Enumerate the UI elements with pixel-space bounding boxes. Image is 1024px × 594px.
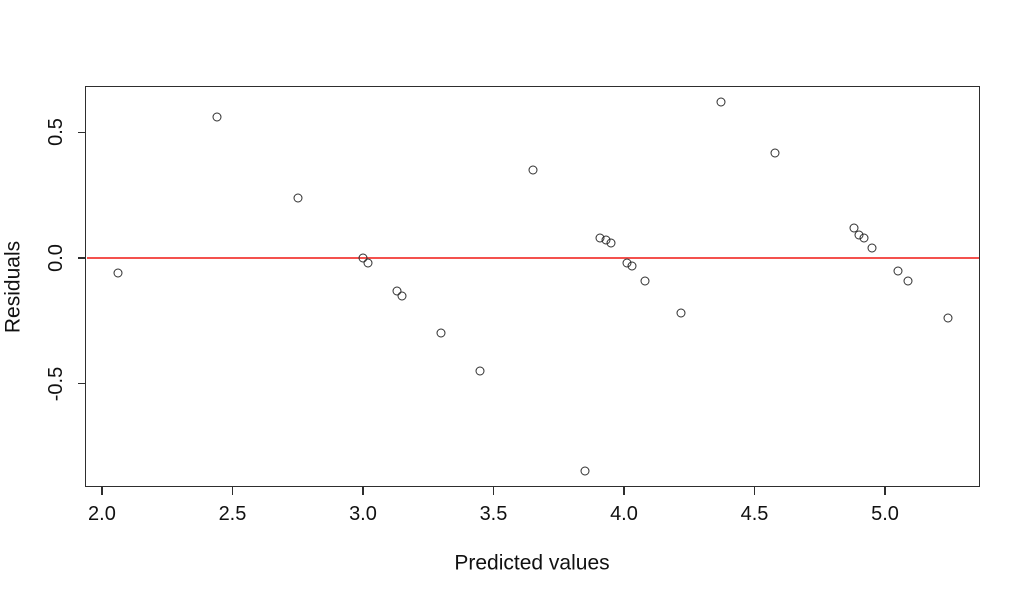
data-point bbox=[528, 165, 538, 175]
data-point bbox=[363, 258, 373, 268]
x-axis-tick bbox=[362, 487, 364, 495]
x-tick-label: 2.0 bbox=[88, 503, 116, 525]
data-point bbox=[606, 238, 616, 248]
x-axis-title: Predicted values bbox=[454, 551, 610, 575]
data-point bbox=[397, 291, 407, 301]
x-axis-tick bbox=[492, 487, 495, 495]
x-tick-label: 4.0 bbox=[610, 503, 638, 525]
data-point bbox=[867, 243, 877, 253]
data-point bbox=[640, 276, 650, 286]
data-point bbox=[903, 276, 913, 286]
y-tick-label: 0.0 bbox=[45, 244, 67, 272]
data-point bbox=[849, 223, 859, 233]
x-axis-tick bbox=[101, 487, 103, 495]
data-point bbox=[716, 97, 726, 107]
data-point bbox=[859, 233, 869, 243]
x-tick-label: 3.0 bbox=[349, 503, 377, 525]
data-point bbox=[392, 286, 402, 296]
plot-area bbox=[85, 86, 980, 487]
data-point bbox=[475, 366, 485, 376]
data-point bbox=[293, 193, 303, 203]
y-tick-label: 0.5 bbox=[45, 118, 67, 147]
zero-reference-line bbox=[86, 257, 979, 259]
y-axis-title: Residuals bbox=[1, 240, 25, 334]
x-axis-tick bbox=[623, 487, 625, 495]
x-axis-tick bbox=[231, 487, 234, 495]
y-axis-tick bbox=[77, 257, 85, 259]
y-tick-label: -0.5 bbox=[45, 366, 67, 401]
x-tick-label: 5.0 bbox=[871, 503, 899, 525]
data-point bbox=[770, 148, 780, 158]
data-point bbox=[943, 313, 953, 323]
data-point bbox=[113, 268, 123, 278]
data-point bbox=[436, 328, 446, 338]
data-point bbox=[893, 266, 903, 276]
y-axis-tick bbox=[77, 382, 85, 385]
x-axis-tick bbox=[753, 487, 756, 495]
data-point bbox=[580, 466, 590, 476]
x-axis-tick bbox=[884, 487, 886, 495]
y-axis-tick bbox=[77, 131, 85, 134]
data-point bbox=[676, 308, 686, 318]
data-point bbox=[358, 253, 368, 263]
data-point bbox=[627, 261, 637, 271]
data-point bbox=[212, 112, 222, 122]
x-tick-label: 3.5 bbox=[479, 503, 508, 525]
x-tick-label: 2.5 bbox=[218, 503, 247, 525]
x-tick-label: 4.5 bbox=[740, 503, 769, 525]
